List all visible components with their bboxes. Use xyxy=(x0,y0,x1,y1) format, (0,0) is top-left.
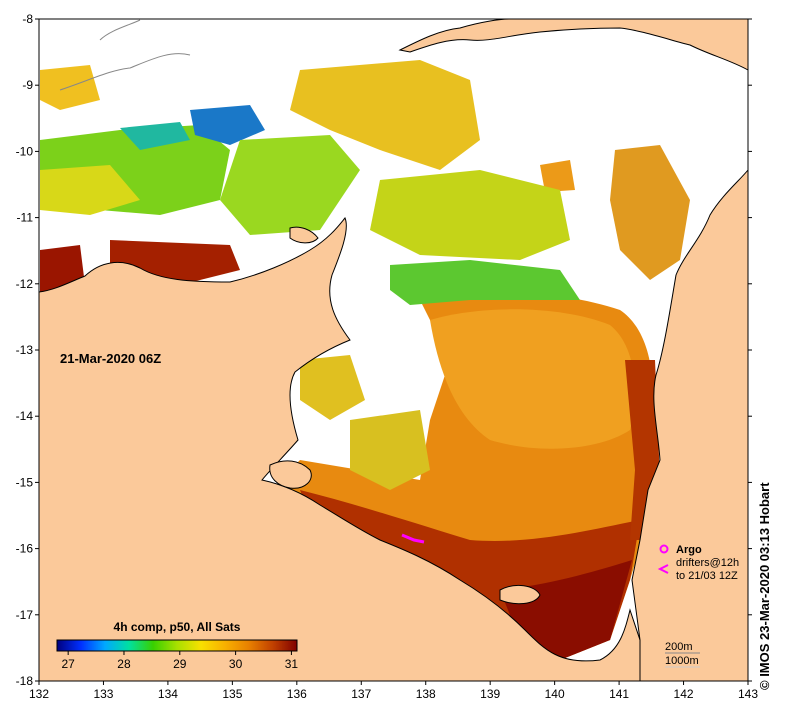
sst-arafura-west-yellow xyxy=(40,165,140,215)
lon-tick-label: 140 xyxy=(545,687,565,701)
sst-arafura-north-patch xyxy=(40,65,100,110)
legend-drifters-to: to 21/03 12Z xyxy=(676,570,738,582)
lat-tick-label: -8 xyxy=(22,12,33,26)
colorbar xyxy=(56,639,298,652)
sst-gulf-north-green xyxy=(390,260,580,305)
lon-tick-label: 133 xyxy=(93,687,113,701)
sst-gulf-southeast-hottest xyxy=(500,560,632,660)
lat-tick-label: -10 xyxy=(16,144,34,158)
imos-credit: © IMOS 23-Mar-2020 03:13 Hobart xyxy=(757,482,772,690)
land-groote-eylandt xyxy=(269,460,312,489)
land-arnhem-land xyxy=(38,217,641,682)
lat-tick-label: -13 xyxy=(16,343,34,357)
colorbar-tick-label: 28 xyxy=(117,657,131,671)
latitude-axis: -8 -9 -10 -11 -12 -13 -14 -15 -16 -17 -18 xyxy=(16,12,752,688)
land-new-guinea xyxy=(398,18,749,71)
legend-argo: Argo xyxy=(676,544,702,556)
legend-drifters: drifters@12h xyxy=(676,557,739,569)
sst-arafura-orange-spot xyxy=(540,160,575,192)
drifter-marker-icon xyxy=(657,564,669,574)
land-cape-york xyxy=(631,19,749,682)
colorbar-tick-label: 29 xyxy=(173,657,187,671)
lon-tick-label: 139 xyxy=(480,687,500,701)
lat-tick-label: -17 xyxy=(16,608,34,622)
sst-cape-york-west xyxy=(610,145,690,280)
sst-gulf-west-mid xyxy=(350,410,430,490)
colorbar-tick-label: 31 xyxy=(285,657,299,671)
longitude-axis: 132 133 134 135 136 137 138 139 140 141 142 143 xyxy=(29,681,758,701)
lon-tick-label: 136 xyxy=(287,687,307,701)
sst-arafura-central-green xyxy=(220,135,360,235)
lat-tick-label: -18 xyxy=(16,674,34,688)
colorbar-tick-label: 27 xyxy=(61,657,75,671)
bathymetry-200m-contour xyxy=(59,19,191,91)
sst-gulf-orange xyxy=(430,309,635,449)
lat-tick-label: -16 xyxy=(16,542,34,556)
colorbar-title: 4h comp, p50, All Sats xyxy=(114,620,241,634)
lat-tick-label: -15 xyxy=(16,475,34,489)
sst-arafura-blue xyxy=(190,105,265,145)
lon-tick-label: 137 xyxy=(351,687,371,701)
lon-tick-label: 132 xyxy=(29,687,49,701)
date-label: 21-Mar-2020 06Z xyxy=(60,351,161,366)
lon-tick-label: 142 xyxy=(674,687,694,701)
land-island-wessel xyxy=(289,226,319,244)
drifter-track xyxy=(401,533,425,544)
lon-tick-label: 143 xyxy=(738,687,758,701)
lon-tick-label: 141 xyxy=(609,687,629,701)
lat-tick-label: -14 xyxy=(16,409,34,423)
colorbar-ticks: 27 28 29 30 31 xyxy=(61,651,298,671)
lon-tick-label: 138 xyxy=(416,687,436,701)
sst-gulf-west-patches xyxy=(300,355,365,420)
lon-tick-label: 135 xyxy=(222,687,242,701)
legend-contour-1000: 1000m xyxy=(665,655,699,667)
sst-arafura-east xyxy=(370,170,570,260)
legend-contour-200: 200m xyxy=(665,641,693,653)
lat-tick-label: -11 xyxy=(17,211,34,225)
lat-tick-label: -12 xyxy=(16,277,34,291)
colorbar-tick-label: 30 xyxy=(229,657,243,671)
lat-tick-label: -9 xyxy=(22,78,33,92)
argo-marker-icon xyxy=(659,544,669,554)
sst-arafura-central xyxy=(290,60,480,170)
sst-arafura-cyan xyxy=(120,122,190,150)
lon-tick-label: 134 xyxy=(158,687,178,701)
land-island-mornington xyxy=(499,584,541,605)
